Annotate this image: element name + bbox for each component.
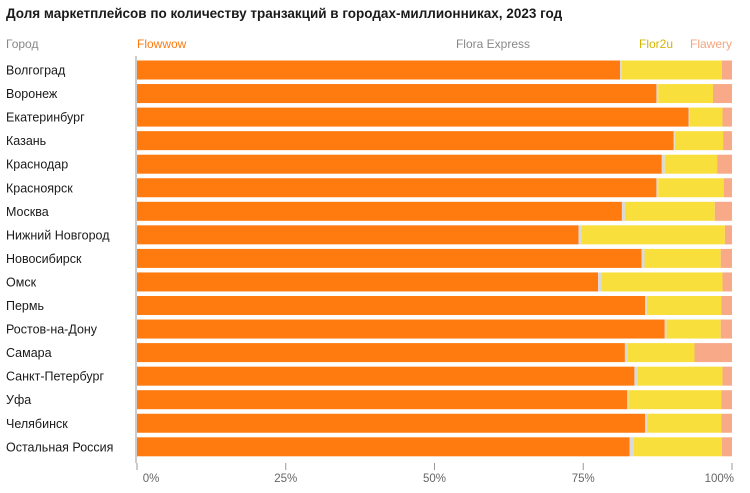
bar-flor2u xyxy=(601,272,723,292)
bar-flora-express xyxy=(664,319,667,339)
bar-flawery xyxy=(723,131,732,151)
bar-flowwow xyxy=(137,413,646,433)
bar-flawery xyxy=(721,390,732,410)
category-header: Город xyxy=(6,37,38,51)
bar-flowwow xyxy=(137,84,657,104)
category-label: Красноярск xyxy=(6,181,73,195)
bar-flor2u xyxy=(646,296,722,315)
bar-flowwow xyxy=(137,319,665,339)
bar-flawery xyxy=(722,366,732,386)
bar-flor2u xyxy=(581,225,725,245)
category-label: Нижний Новгород xyxy=(6,228,110,242)
category-label: Пермь xyxy=(6,299,44,313)
bar-flor2u xyxy=(658,178,724,198)
bar-flawery xyxy=(721,60,732,80)
bar-flora-express xyxy=(598,272,602,292)
bar-flor2u xyxy=(647,413,722,433)
category-label: Санкт-Петербург xyxy=(6,370,104,384)
x-tick-label: 25% xyxy=(274,473,297,485)
chart-title: Доля маркетплейсов по количеству транзак… xyxy=(6,6,563,21)
bar-flor2u xyxy=(627,343,695,363)
bar-flora-express xyxy=(656,84,659,104)
bar-flora-express xyxy=(641,248,645,268)
bar-flowwow xyxy=(137,390,628,410)
bar-flawery xyxy=(712,84,732,104)
bar-flawery xyxy=(720,248,732,268)
x-tick-label: 0% xyxy=(143,473,160,485)
bar-flowwow xyxy=(137,296,646,315)
bar-flawery xyxy=(723,178,732,198)
bar-flawery xyxy=(694,343,732,363)
bar-flor2u xyxy=(637,366,723,386)
bar-flora-express xyxy=(634,366,638,386)
bar-flor2u xyxy=(633,437,722,457)
bar-flora-express xyxy=(578,225,582,245)
bar-flora-express xyxy=(688,107,690,127)
bar-flor2u xyxy=(674,131,724,151)
category-label: Самара xyxy=(6,346,52,360)
legend-flora-express: Flora Express xyxy=(456,37,530,51)
bar-flowwow xyxy=(137,343,625,363)
legend-flowwow: Flowwow xyxy=(137,37,187,51)
bar-flowwow xyxy=(137,201,622,221)
bar-flawery xyxy=(714,201,732,221)
legend-flawery: Flawery xyxy=(690,37,732,51)
bar-flowwow xyxy=(137,178,657,198)
bar-flor2u xyxy=(666,319,721,339)
bar-flawery xyxy=(721,296,732,315)
bar-flora-express xyxy=(656,178,659,198)
bar-flora-express xyxy=(620,60,622,80)
category-label: Екатеринбург xyxy=(6,111,85,125)
bar-flawery xyxy=(722,272,732,292)
bar-flor2u xyxy=(658,84,713,104)
bar-flora-express xyxy=(673,131,675,151)
x-tick-label: 100% xyxy=(705,473,734,485)
category-label: Уфа xyxy=(6,393,31,407)
bar-flora-express xyxy=(645,296,647,315)
bar-flowwow xyxy=(137,131,674,151)
bar-flora-express xyxy=(661,154,665,174)
bar-flowwow xyxy=(137,437,630,457)
bar-flor2u xyxy=(628,390,722,410)
bar-flor2u xyxy=(664,154,718,174)
bar-flowwow xyxy=(137,272,599,292)
bar-flor2u xyxy=(624,201,715,221)
bar-flawery xyxy=(717,154,733,174)
bar-flor2u xyxy=(644,248,721,268)
bar-flowwow xyxy=(137,154,662,174)
category-label: Воронеж xyxy=(6,87,58,101)
category-label: Казань xyxy=(6,134,46,148)
category-label: Волгоград xyxy=(6,64,66,78)
category-label: Новосибирск xyxy=(6,252,82,266)
bar-flawery xyxy=(722,107,732,127)
bar-flowwow xyxy=(137,60,621,80)
bar-flora-express xyxy=(645,413,648,433)
category-label: Челябинск xyxy=(6,417,68,431)
category-label: Омск xyxy=(6,275,37,289)
bar-flowwow xyxy=(137,366,635,386)
bar-flora-express xyxy=(624,343,628,363)
bar-flawery xyxy=(721,437,732,457)
bar-flowwow xyxy=(137,248,642,268)
bar-flora-express xyxy=(621,201,625,221)
bar-flawery xyxy=(724,225,732,245)
category-label: Москва xyxy=(6,205,49,219)
bar-flor2u xyxy=(689,107,723,127)
bar-flowwow xyxy=(137,225,579,245)
category-label: Ростов-на-Дону xyxy=(6,323,98,337)
x-tick-label: 75% xyxy=(572,473,595,485)
x-tick-label: 50% xyxy=(423,473,446,485)
bar-flawery xyxy=(720,319,732,339)
legend-flor2u: Flor2u xyxy=(639,37,673,51)
bar-flora-express xyxy=(629,437,634,457)
bar-flora-express xyxy=(627,390,629,410)
bar-flor2u xyxy=(621,60,722,80)
bar-flowwow xyxy=(137,107,689,127)
bar-flawery xyxy=(721,413,732,433)
category-label: Остальная Россия xyxy=(6,440,113,454)
category-label: Краснодар xyxy=(6,158,68,172)
